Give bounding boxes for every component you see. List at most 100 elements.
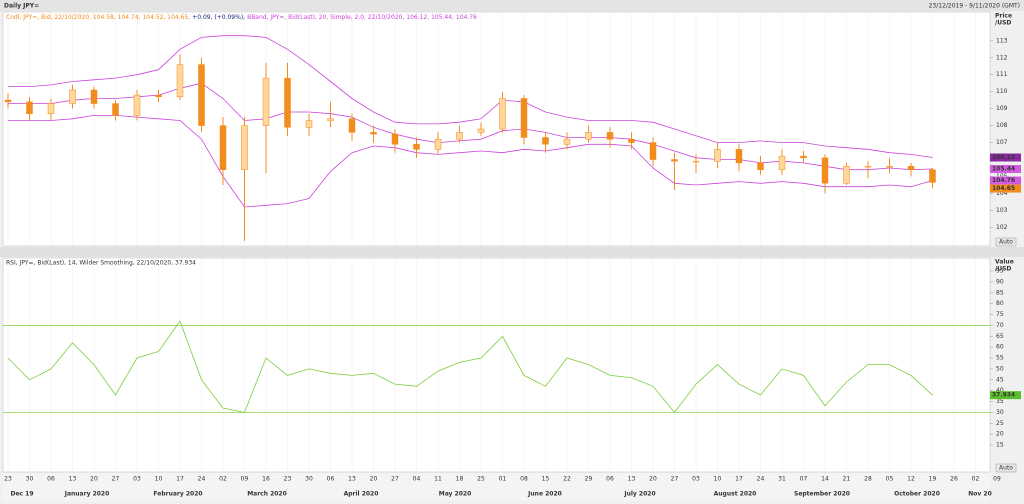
y-tick-label: 90 xyxy=(996,278,1004,285)
candle-body xyxy=(671,159,678,162)
x-tick-label: 06 xyxy=(327,476,335,483)
date-range: 23/12/2019 - 9/11/2020 (GMT) xyxy=(929,3,1020,10)
candle-body xyxy=(800,155,807,159)
legend-item: +0.09, (+0.09%), xyxy=(192,14,245,21)
candle-body xyxy=(241,125,248,170)
y-tick-label: 30 xyxy=(996,409,1004,416)
x-tick-label: 27 xyxy=(112,476,120,483)
x-axis-area xyxy=(3,473,990,501)
legend-item: Cndl, JPY=, Bid, 22/10/2020, 104.58, 104… xyxy=(6,14,190,21)
x-tick-label: 24 xyxy=(198,476,206,483)
x-tick-label: 10 xyxy=(714,476,722,483)
candle-body xyxy=(370,132,377,135)
panel-separator xyxy=(0,247,1024,257)
candle-body xyxy=(112,103,119,116)
x-tick-label: 09 xyxy=(993,476,1001,483)
header-bar xyxy=(0,0,1024,11)
x-tick-label: 02 xyxy=(219,476,227,483)
x-tick-label: 18 xyxy=(456,476,464,483)
x-tick-label: 07 xyxy=(800,476,808,483)
x-tick-label: 04 xyxy=(413,476,421,483)
last-value-flag-bg xyxy=(990,176,1021,185)
y-axis-title: /USD xyxy=(995,266,1011,273)
candle-body xyxy=(413,144,420,150)
month-label: January 2020 xyxy=(64,491,110,498)
y-tick-label: 75 xyxy=(996,311,1004,318)
x-tick-label: 20 xyxy=(370,476,378,483)
last-value-flag-bg xyxy=(990,391,1021,400)
y-tick-label: 111 xyxy=(996,71,1008,78)
candle-body xyxy=(520,98,528,138)
candle-body xyxy=(391,133,399,145)
y-tick-label: 70 xyxy=(996,322,1004,329)
month-label: April 2020 xyxy=(344,491,379,498)
x-tick-label: 20 xyxy=(90,476,98,483)
chart-title: Daily JPY= xyxy=(4,3,39,10)
month-label: October 2020 xyxy=(894,491,940,498)
legend-item: BBand, JPY=, Bid(Last), 20, Simple, 2.0,… xyxy=(247,14,477,21)
x-tick-label: 22 xyxy=(563,476,571,483)
month-label: Dec 19 xyxy=(10,491,33,498)
y-tick-label: 95 xyxy=(996,268,1004,275)
x-tick-label: 16 xyxy=(262,476,270,483)
candle-body xyxy=(90,89,98,104)
x-tick-label: 21 xyxy=(843,476,851,483)
month-label: February 2020 xyxy=(153,491,202,498)
x-tick-label: 31 xyxy=(778,476,786,483)
month-label: Nov 20 xyxy=(968,491,992,498)
x-tick-label: 13 xyxy=(69,476,77,483)
x-tick-label: 23 xyxy=(284,476,292,483)
y-tick-label: 80 xyxy=(996,300,1004,307)
candle-body xyxy=(69,89,76,104)
x-tick-label: 15 xyxy=(542,476,550,483)
scale-button[interactable] xyxy=(995,237,1017,247)
last-value-flag: 105.44 xyxy=(992,166,1015,173)
y-tick-label: 109 xyxy=(996,105,1008,112)
rsi-panel xyxy=(2,257,991,473)
x-tick-label: 11 xyxy=(434,476,442,483)
candle-body xyxy=(348,118,356,133)
y-tick-label: 25 xyxy=(996,420,1004,427)
y-tick-label: 103 xyxy=(996,207,1008,214)
last-value-flag: 37.934 xyxy=(992,392,1015,399)
last-value-flag-bg xyxy=(990,153,1021,162)
x-tick-label: 29 xyxy=(585,476,593,483)
x-tick-label: 30 xyxy=(26,476,34,483)
y-tick-label: 112 xyxy=(996,54,1008,61)
candle-body xyxy=(929,169,936,183)
month-label: June 2020 xyxy=(527,491,562,498)
candle-body xyxy=(735,149,743,164)
scale-button[interactable] xyxy=(995,463,1017,473)
candle-body xyxy=(262,77,270,126)
x-tick-label: 23 xyxy=(4,476,12,483)
last-value-flag: 104.76 xyxy=(992,177,1015,184)
y-tick-label: 104 xyxy=(996,190,1008,197)
y-tick-label: 15 xyxy=(996,442,1004,449)
x-tick-label: 03 xyxy=(133,476,141,483)
x-tick-label: 14 xyxy=(821,476,829,483)
candle-body xyxy=(198,64,205,126)
y-tick-label: 20 xyxy=(996,431,1004,438)
candle-body xyxy=(628,138,635,143)
candle-body xyxy=(477,128,485,133)
legend: Cndl, JPY=, Bid, 22/10/2020, 104.58, 104… xyxy=(6,14,477,21)
x-tick-label: 10 xyxy=(155,476,163,483)
x-tick-label: 19 xyxy=(929,476,937,483)
last-value-flag: 106.12 xyxy=(992,154,1015,161)
band-line xyxy=(8,82,933,171)
x-tick-label: 25 xyxy=(477,476,485,483)
candle-body xyxy=(563,138,571,145)
x-tick-label: 28 xyxy=(864,476,872,483)
candle-body xyxy=(176,64,184,98)
month-label: September 2020 xyxy=(794,491,850,498)
candle-body xyxy=(327,118,334,121)
x-tick-label: 01 xyxy=(499,476,507,483)
x-tick-label: 05 xyxy=(886,476,894,483)
month-label: July 2020 xyxy=(623,491,655,498)
y-tick-label: 60 xyxy=(996,344,1004,351)
candle-body xyxy=(821,157,829,184)
last-value-flag-bg xyxy=(990,165,1021,174)
candle-body xyxy=(219,125,227,170)
candle-body xyxy=(585,132,592,140)
